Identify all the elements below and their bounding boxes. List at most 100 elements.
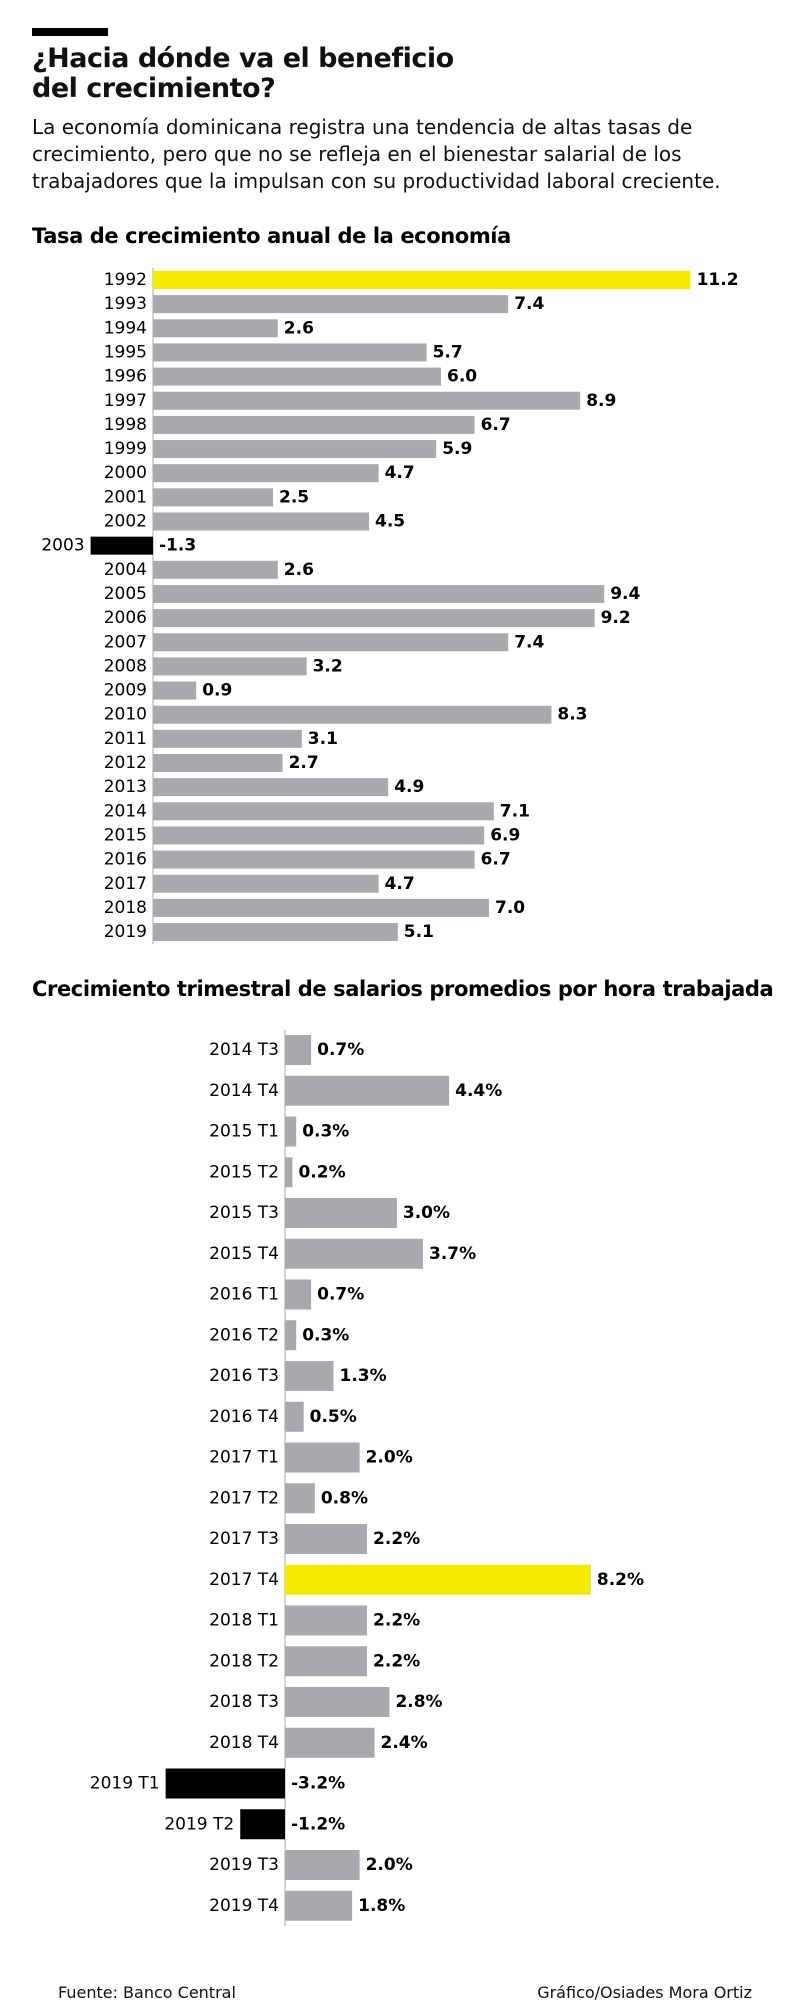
value-label: 4.7	[385, 463, 415, 483]
value-label: 2.8%	[395, 1692, 442, 1712]
category-label: 1994	[104, 318, 147, 338]
category-label: 2015 T2	[209, 1162, 279, 1182]
bar	[153, 923, 398, 942]
bar	[153, 729, 302, 748]
value-label: 8.3	[557, 705, 587, 725]
value-label: 2.5	[279, 487, 309, 507]
value-label: 6.7	[481, 850, 511, 870]
bar	[285, 1361, 334, 1391]
value-label: 3.1	[308, 729, 338, 749]
bar	[285, 1524, 368, 1554]
value-label: 6.7	[481, 415, 511, 435]
category-label: 2015	[104, 825, 147, 845]
value-label: 2.7	[289, 753, 319, 773]
bar	[285, 1401, 304, 1432]
bar	[153, 874, 379, 893]
category-label: 2012	[104, 753, 147, 773]
bar	[285, 1035, 312, 1065]
value-label: 1.8%	[358, 1896, 405, 1916]
bar	[285, 1157, 293, 1188]
bar	[285, 1075, 450, 1106]
value-label: 7.1	[500, 801, 530, 821]
value-label: 5.1	[404, 922, 434, 942]
category-label: 2018 T3	[209, 1692, 279, 1712]
bar	[90, 536, 153, 555]
category-label: 1997	[104, 391, 147, 411]
bar	[153, 295, 509, 314]
category-label: 2007	[104, 632, 147, 652]
bar	[153, 609, 595, 628]
category-label: 1992	[104, 270, 147, 290]
category-label: 2019	[104, 922, 147, 942]
bar	[153, 826, 485, 845]
value-label: 2.0%	[366, 1448, 413, 1468]
bar	[153, 898, 489, 917]
value-label: -1.3	[159, 536, 196, 556]
bar	[153, 850, 475, 869]
category-label: 2016 T1	[209, 1285, 279, 1305]
value-label: 9.4	[610, 584, 640, 604]
bar	[153, 512, 369, 531]
value-label: 1.3%	[339, 1366, 386, 1386]
category-label: 2018	[104, 898, 147, 918]
category-label: 2004	[104, 560, 147, 580]
bar	[153, 633, 509, 652]
chart-title: Tasa de crecimiento anual de la economía	[32, 224, 511, 248]
value-label: 3.7%	[429, 1244, 476, 1264]
value-label: 3.0%	[403, 1203, 450, 1223]
bar	[153, 440, 437, 459]
category-label: 2013	[104, 777, 147, 797]
bar	[285, 1687, 390, 1717]
value-label: 2.6	[284, 318, 314, 338]
bar	[153, 488, 273, 507]
category-label: 2018 T1	[209, 1611, 279, 1631]
value-label: 0.7%	[317, 1040, 364, 1060]
bar	[285, 1850, 360, 1880]
category-label: 2014	[104, 801, 147, 821]
category-label: 2015 T1	[209, 1122, 279, 1142]
category-label: 2008	[104, 656, 147, 676]
value-label: 7.4	[514, 632, 544, 652]
category-label: 1999	[104, 439, 147, 459]
category-label: 2014 T3	[209, 1040, 279, 1060]
category-label: 1996	[104, 367, 147, 387]
value-label: 0.7%	[317, 1285, 364, 1305]
bar	[153, 778, 389, 797]
bar	[153, 464, 379, 483]
category-label: 2017 T4	[209, 1570, 279, 1590]
chart-title: Crecimiento trimestral de salarios prome…	[32, 977, 773, 1001]
bar	[153, 319, 278, 338]
category-label: 2019 T2	[164, 1814, 234, 1834]
bar	[153, 754, 283, 772]
value-label: 9.2	[601, 608, 631, 628]
category-label: 2009	[104, 681, 147, 701]
subtitle: La economía dominicana registra una tend…	[32, 115, 721, 193]
category-label: 2017 T1	[209, 1448, 279, 1468]
bar	[285, 1320, 297, 1351]
value-label: -1.2%	[291, 1814, 345, 1834]
bar	[153, 705, 552, 724]
category-label: 2006	[104, 608, 147, 628]
category-label: 2003	[41, 536, 84, 556]
value-label: -3.2%	[291, 1774, 345, 1794]
bar	[285, 1646, 368, 1677]
category-label: 2018 T4	[209, 1733, 279, 1753]
value-label: 6.9	[490, 825, 520, 845]
value-label: 5.7	[433, 342, 463, 362]
bar	[285, 1605, 368, 1636]
bar	[285, 1198, 397, 1228]
value-label: 7.4	[514, 294, 544, 314]
value-label: 0.3%	[302, 1122, 349, 1142]
value-label: 2.0%	[366, 1855, 413, 1875]
bar	[285, 1442, 360, 1473]
bar	[285, 1238, 424, 1269]
value-label: 8.2%	[597, 1570, 644, 1590]
bar	[153, 657, 307, 676]
category-label: 2016 T2	[209, 1325, 279, 1345]
category-label: 2015 T4	[209, 1244, 279, 1264]
category-label: 2018 T2	[209, 1651, 279, 1671]
category-label: 2019 T1	[90, 1774, 160, 1794]
source: Fuente: Banco Central	[58, 1983, 236, 2002]
